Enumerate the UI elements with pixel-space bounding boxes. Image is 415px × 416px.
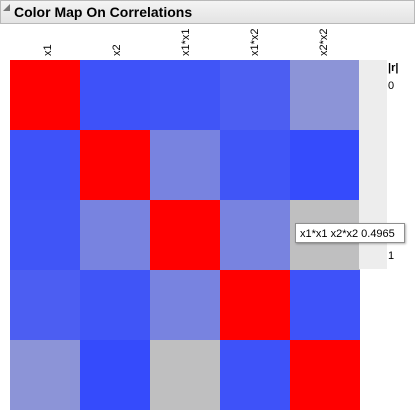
heatmap-cell[interactable] [10,130,80,200]
heatmap-cell[interactable] [150,200,220,270]
heatmap-cell[interactable] [150,270,220,340]
heatmap-cell[interactable] [150,130,220,200]
heatmap-cell[interactable] [290,340,360,410]
hover-tooltip: x1*x1 x2*x2 0.4965 [295,223,405,243]
heatmap-cell[interactable] [10,340,80,410]
heatmap-cell[interactable] [290,60,360,130]
heatmap-cell[interactable] [80,340,150,410]
heatmap-cell[interactable] [220,60,290,130]
chart-title: Color Map On Correlations [14,4,193,20]
legend-tick-label: 1 [388,250,395,262]
legend-tick-label: 0 [388,80,395,92]
legend-title: |r| [388,62,399,74]
heatmap-cell[interactable] [10,60,80,130]
heatmap-cell[interactable] [290,130,360,200]
heatmap-cell[interactable] [150,340,220,410]
heatmap-cell[interactable] [290,270,360,340]
heatmap-cell[interactable] [150,60,220,130]
section-header[interactable]: Color Map On Correlations [0,0,415,24]
heatmap-cell[interactable] [80,200,150,270]
heatmap-cell[interactable] [10,270,80,340]
heatmap-cell[interactable] [80,130,150,200]
disclosure-triangle-icon[interactable] [3,4,10,11]
heatmap-cell[interactable] [220,130,290,200]
heatmap-cell[interactable] [220,340,290,410]
heatmap-cell[interactable] [220,270,290,340]
heatmap-cell[interactable] [80,60,150,130]
heatmap-cell[interactable] [80,270,150,340]
heatmap-cell[interactable] [220,200,290,270]
heatmap-cell[interactable] [10,200,80,270]
